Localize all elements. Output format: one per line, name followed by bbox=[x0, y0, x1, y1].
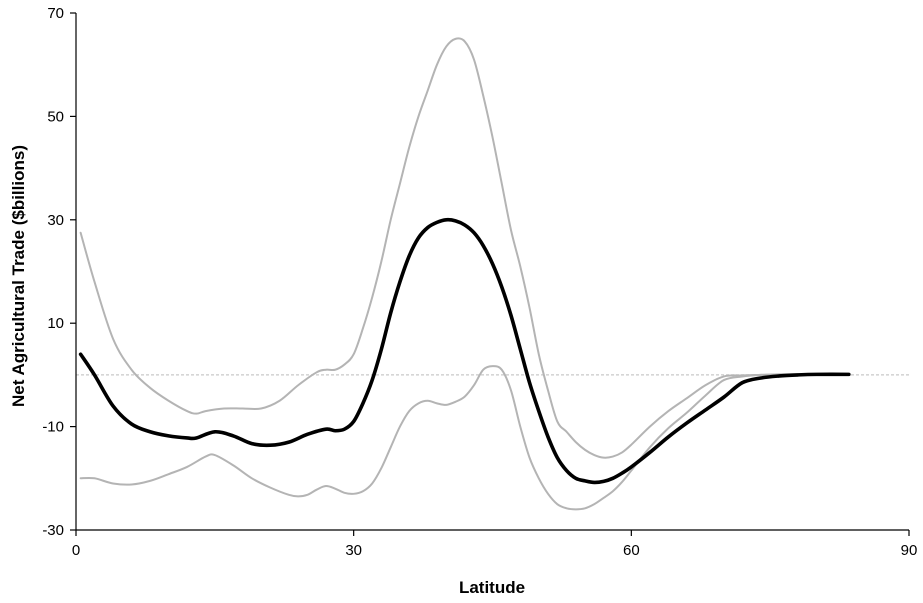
x-axis-title: Latitude bbox=[459, 578, 525, 597]
x-tick-label: 30 bbox=[345, 542, 362, 559]
y-tick-label: 70 bbox=[47, 5, 64, 22]
series-layer bbox=[78, 37, 851, 511]
axes-layer bbox=[70, 12, 910, 536]
y-tick-label: 10 bbox=[47, 315, 64, 332]
x-tick-label: 90 bbox=[901, 542, 918, 559]
y-tick-label: -30 bbox=[42, 522, 64, 539]
x-tick-label: 0 bbox=[72, 542, 80, 559]
y-tick-label: 30 bbox=[47, 212, 64, 229]
x-tick-label: 60 bbox=[623, 542, 640, 559]
series-line-central bbox=[78, 217, 851, 485]
y-tick-label: -10 bbox=[42, 419, 64, 436]
y-tick-label: 50 bbox=[47, 108, 64, 125]
series-line-lower bbox=[79, 365, 850, 511]
labels-layer: -30 -10 10 30 50 70 0 30 60 90 bbox=[42, 5, 917, 559]
y-axis-title: Net Agricultural Trade ($billions) bbox=[9, 145, 28, 407]
series-line-upper bbox=[79, 37, 850, 459]
